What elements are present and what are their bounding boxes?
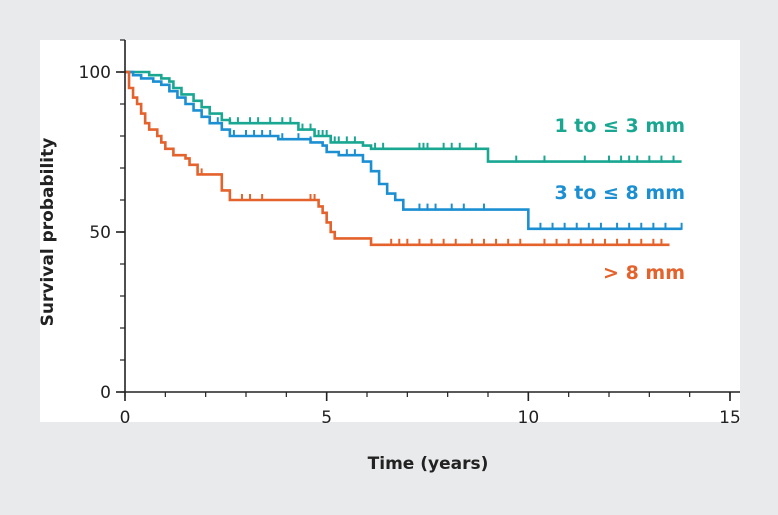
y-tick-label: 100 (79, 63, 111, 83)
major-ticks: 0 5 10 15 0 50 100 (79, 63, 741, 428)
plot-panel (40, 40, 740, 422)
legend-label-1-to-3mm: 1 to ≤ 3 mm (554, 115, 685, 137)
y-tick-label: 50 (89, 223, 111, 243)
y-tick-label: 0 (100, 383, 111, 403)
series-layer (125, 70, 682, 247)
x-tick-label: 10 (518, 408, 540, 428)
legend-label-3-to-8mm: 3 to ≤ 8 mm (554, 182, 685, 204)
x-tick-label: 15 (719, 408, 741, 428)
legend-label-over-8mm: > 8 mm (603, 262, 685, 284)
x-tick-label: 0 (120, 408, 131, 428)
x-axis-title: Time (years) (368, 454, 489, 474)
survival-curve-1 (125, 70, 682, 163)
censor-layer (184, 98, 683, 246)
x-tick-label: 5 (321, 408, 332, 428)
survival-curve-3 (125, 70, 670, 247)
survival-curve-2 (125, 70, 682, 231)
y-axis-title: Survival probability (38, 138, 58, 327)
